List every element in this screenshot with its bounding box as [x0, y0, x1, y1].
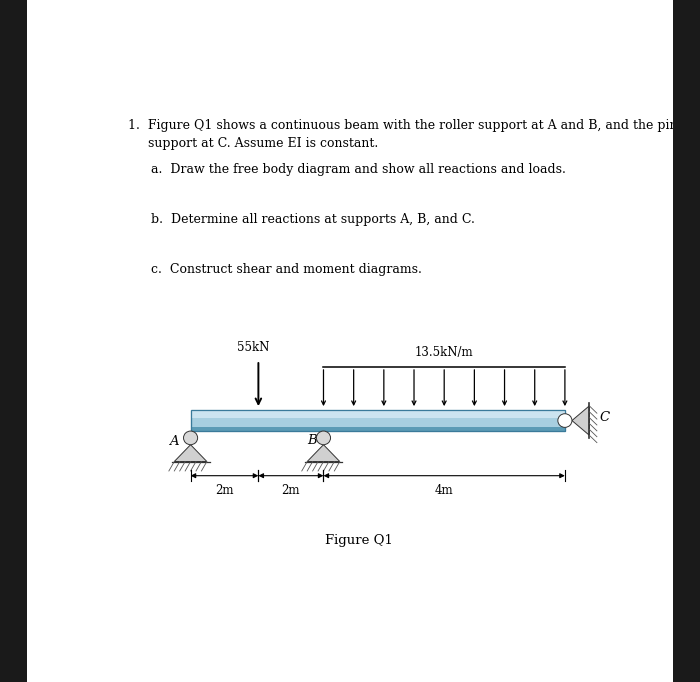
Text: C: C	[599, 411, 609, 424]
Text: A: A	[169, 435, 178, 448]
Bar	[190, 410, 565, 431]
Bar	[190, 428, 565, 431]
Circle shape	[183, 431, 197, 445]
Polygon shape	[572, 406, 589, 435]
Text: support at C. Assume EI is constant.: support at C. Assume EI is constant.	[128, 137, 379, 150]
Text: b.  Determine all reactions at supports A, B, and C.: b. Determine all reactions at supports A…	[139, 213, 475, 226]
Text: 13.5kN/m: 13.5kN/m	[415, 346, 473, 359]
Text: Figure Q1: Figure Q1	[325, 533, 393, 546]
Circle shape	[558, 414, 572, 428]
Text: c.  Construct shear and moment diagrams.: c. Construct shear and moment diagrams.	[139, 263, 422, 276]
Text: 2m: 2m	[215, 484, 234, 497]
Text: B: B	[307, 434, 317, 447]
Text: a.  Draw the free body diagram and show all reactions and loads.: a. Draw the free body diagram and show a…	[139, 163, 566, 176]
Text: 4m: 4m	[435, 484, 454, 497]
Text: 55kN: 55kN	[237, 341, 269, 354]
Polygon shape	[307, 445, 340, 462]
Text: 2m: 2m	[281, 484, 300, 497]
Text: 1.  Figure Q1 shows a continuous beam with the roller support at A and B, and th: 1. Figure Q1 shows a continuous beam wit…	[128, 119, 678, 132]
Circle shape	[316, 431, 330, 445]
Bar	[190, 411, 565, 419]
Bar	[190, 410, 565, 431]
Polygon shape	[174, 445, 207, 462]
